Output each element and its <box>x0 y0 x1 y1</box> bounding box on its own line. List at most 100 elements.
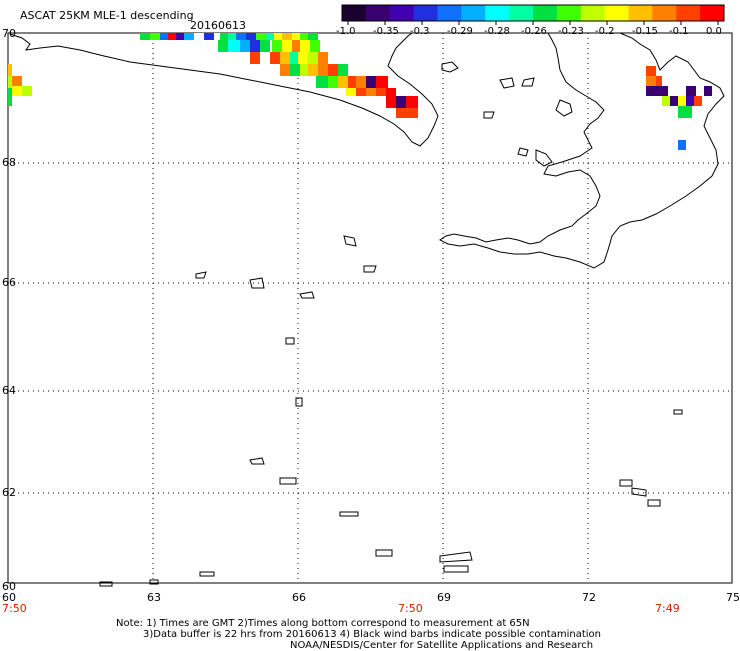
product-title: ASCAT 25KM MLE-1 descending <box>20 9 194 22</box>
colorbar-tick-label: 0.0 <box>706 26 722 37</box>
lat-label: 68 <box>2 156 16 169</box>
island <box>249 277 265 289</box>
island <box>285 337 295 345</box>
data-cell <box>366 88 376 96</box>
island <box>441 61 459 73</box>
island <box>483 111 495 119</box>
time-label: 7:50 <box>2 602 27 615</box>
data-cell <box>308 64 318 76</box>
data-cell <box>282 33 292 40</box>
data-cell <box>272 40 282 52</box>
data-cell <box>656 76 662 86</box>
wind-data-cells <box>8 33 712 150</box>
colorbar-ticks <box>347 21 719 25</box>
colorbar-swatch <box>342 5 367 21</box>
data-cell <box>408 108 418 118</box>
data-cell <box>290 52 298 64</box>
lat-label: 66 <box>2 276 16 289</box>
data-cell <box>356 76 366 88</box>
lat-label: 64 <box>2 384 16 397</box>
island <box>375 549 393 557</box>
data-cell <box>656 86 668 96</box>
data-cell <box>250 52 260 64</box>
island <box>199 571 215 577</box>
data-cell <box>678 106 692 118</box>
graticule <box>8 33 732 583</box>
data-cell <box>274 33 282 40</box>
data-cell <box>406 96 418 108</box>
colorbar-tick-label: -0.28 <box>484 26 510 37</box>
data-cell <box>168 33 176 40</box>
island <box>439 551 473 563</box>
data-cell <box>328 64 338 76</box>
data-cell <box>214 33 220 40</box>
colorbar-swatch <box>604 5 630 21</box>
data-cell <box>376 88 386 96</box>
data-cell <box>160 33 168 40</box>
colorbar-swatch <box>365 5 391 21</box>
data-cell <box>670 96 678 106</box>
colorbar <box>341 4 725 22</box>
data-cell <box>282 40 292 52</box>
island <box>521 77 535 87</box>
data-cell <box>668 86 678 96</box>
colorbar-tick-label: -0.35 <box>373 26 399 37</box>
island <box>619 479 633 487</box>
lon-label: 66 <box>292 591 306 604</box>
data-cell <box>194 33 204 40</box>
data-cell <box>250 40 260 52</box>
coastline-yamal <box>439 32 725 269</box>
data-cell <box>280 64 290 76</box>
data-cell <box>646 86 656 96</box>
island <box>443 565 469 573</box>
island <box>339 511 359 517</box>
lon-label: 72 <box>582 591 596 604</box>
data-cell <box>184 33 194 40</box>
colorbar-swatch <box>676 5 701 21</box>
colorbar-tick-label: -0.1 <box>669 26 689 37</box>
colorbar-swatch <box>533 5 558 21</box>
data-cell <box>236 33 246 40</box>
data-cell <box>8 64 12 76</box>
island <box>647 499 661 507</box>
colorbar-swatch <box>485 5 510 21</box>
data-cell <box>292 40 300 52</box>
data-cell <box>256 33 266 40</box>
time-label: 7:50 <box>398 602 423 615</box>
data-cell <box>298 52 308 64</box>
island <box>363 265 377 273</box>
data-cell <box>240 40 250 52</box>
data-cell <box>280 52 290 64</box>
note-line-2: 3)Data buffer is 22 hrs from 20160613 4)… <box>143 629 601 640</box>
colorbar-tick-label: -0.23 <box>558 26 584 37</box>
data-cell <box>396 96 406 108</box>
data-cell <box>220 33 228 40</box>
data-cell <box>704 86 712 96</box>
coastlines <box>9 32 725 587</box>
data-cell <box>8 88 12 106</box>
data-cell <box>22 86 32 96</box>
lon-label: 63 <box>147 591 161 604</box>
data-cell <box>292 33 300 40</box>
coastline-mainland-west <box>9 32 439 147</box>
island <box>249 457 265 465</box>
colorbar-tick-label: -0.26 <box>521 26 547 37</box>
data-cell <box>318 52 328 64</box>
colorbar-swatch <box>389 5 415 21</box>
island <box>555 99 573 117</box>
note-line-1: Note: 1) Times are GMT 2)Times along bot… <box>116 618 530 629</box>
lat-label: 60 <box>2 580 16 593</box>
lon-label: 75 <box>726 591 740 604</box>
lat-label: 62 <box>2 486 16 499</box>
colorbar-tick-label: -0.2 <box>595 26 615 37</box>
data-cell <box>386 88 396 96</box>
data-cell <box>266 33 274 40</box>
data-cell <box>204 33 214 40</box>
data-cell <box>140 33 150 40</box>
island <box>149 579 159 585</box>
island <box>99 581 113 587</box>
island <box>343 235 357 247</box>
lon-label: 60 <box>2 591 16 604</box>
colorbar-swatch <box>628 5 653 21</box>
